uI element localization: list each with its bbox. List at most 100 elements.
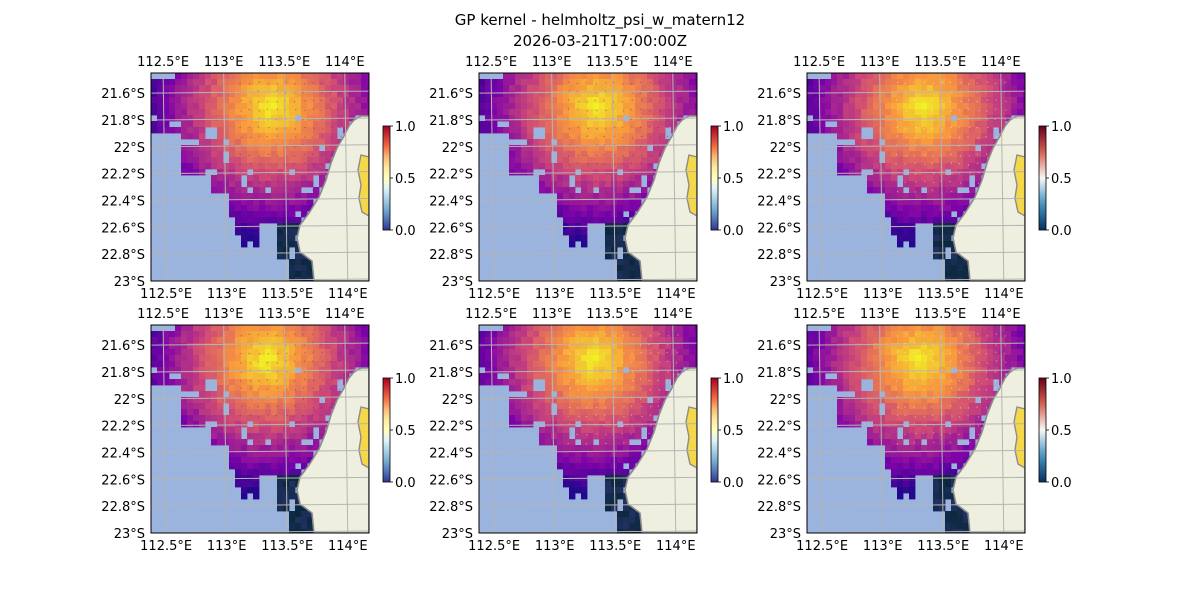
colorbar-tick-label: 0.5 — [723, 172, 744, 187]
figure-timestamp: 2026-03-21T17:00:00Z — [513, 32, 687, 50]
lon-tick-label-bottom: 113°E — [207, 539, 247, 554]
eastern-coast-strip — [357, 154, 369, 217]
colorbar-gradient — [710, 125, 719, 231]
map-panel-3: 112.5°E 112.5°E 113°E 113°E 113.5°E 113.5°E 11… — [757, 55, 1026, 302]
lat-tick-label: 21.6°S — [757, 339, 801, 354]
lat-tick-label: 22.6°S — [429, 473, 473, 488]
map-frame — [806, 72, 1026, 282]
lon-tick-label-bottom: 113.5°E — [261, 287, 313, 302]
lon-tick-label-bottom: 112.5°E — [796, 539, 848, 554]
lat-tick-label: 22°S — [442, 141, 473, 156]
lat-tick-label: 21.8°S — [429, 114, 473, 129]
lon-tick-label-bottom: 113.5°E — [589, 287, 641, 302]
colorbar-gradient — [1038, 377, 1047, 483]
lat-tick-label: 22°S — [114, 141, 145, 156]
lat-tick-label: 22.8°S — [101, 248, 145, 263]
colorbar-tick-label: 0.5 — [723, 424, 744, 439]
colorbar-4: 0.0 0.5 1.0 — [382, 372, 416, 491]
lon-tick-label-top: 114°E — [981, 307, 1021, 322]
lat-tick-label: 22.6°S — [757, 221, 801, 236]
lon-tick-label-top: 114°E — [981, 55, 1021, 70]
lon-tick-label-top: 113.5°E — [258, 55, 310, 70]
lon-tick-label-top: 114°E — [653, 307, 693, 322]
lat-tick-label: 22.6°S — [757, 473, 801, 488]
colorbar-gradient — [382, 125, 391, 231]
colorbar-gradient — [382, 377, 391, 483]
lon-tick-label-bottom: 114°E — [656, 539, 696, 554]
lon-tick-label-bottom: 114°E — [984, 287, 1024, 302]
colorbar-6: 0.0 0.5 1.0 — [1038, 372, 1072, 491]
map-panel-2: 112.5°E 112.5°E 113°E 113°E 113.5°E 113.5°E 11… — [429, 55, 698, 302]
lat-tick-label: 22.2°S — [429, 420, 473, 435]
lon-tick-label-bottom: 112.5°E — [796, 287, 848, 302]
lon-tick-label-bottom: 114°E — [984, 539, 1024, 554]
lon-tick-label-bottom: 113°E — [535, 539, 575, 554]
map-frame — [478, 324, 698, 534]
eastern-coast-strip — [1013, 406, 1025, 469]
lat-tick-label: 23°S — [114, 527, 145, 542]
map-frame — [478, 72, 698, 282]
lat-tick-label: 21.6°S — [101, 339, 145, 354]
lon-tick-label-top: 113.5°E — [258, 307, 310, 322]
lon-tick-label-top: 112.5°E — [793, 307, 845, 322]
gridlines — [807, 73, 1025, 281]
colorbar-5: 0.0 0.5 1.0 — [710, 372, 744, 491]
lon-tick-label-top: 114°E — [325, 55, 365, 70]
lon-tick-label-bottom: 113°E — [535, 287, 575, 302]
lat-tick-label: 23°S — [770, 275, 801, 290]
eastern-coast-strip — [685, 154, 697, 217]
colorbar-tick-label: 1.0 — [395, 120, 416, 135]
colorbar-tick-label: 0.0 — [395, 224, 416, 239]
lon-tick-label-bottom: 113°E — [207, 287, 247, 302]
eastern-coast-strip — [357, 406, 369, 469]
lat-tick-label: 22.6°S — [429, 221, 473, 236]
figure-title: GP kernel - helmholtz_psi_w_matern12 — [454, 11, 746, 29]
lat-tick-label: 22.2°S — [429, 168, 473, 183]
colorbar-2: 0.0 0.5 1.0 — [710, 120, 744, 239]
field-cells — [807, 325, 1025, 533]
gridlines — [479, 73, 697, 281]
lon-tick-label-top: 113°E — [532, 55, 572, 70]
lat-tick-label: 22.8°S — [429, 248, 473, 263]
lat-tick-label: 22°S — [114, 393, 145, 408]
lon-tick-label-bottom: 112.5°E — [140, 287, 192, 302]
lon-tick-label-bottom: 112.5°E — [468, 287, 520, 302]
colorbar-gradient — [710, 377, 719, 483]
lat-tick-label: 22°S — [770, 141, 801, 156]
lat-tick-label: 21.8°S — [101, 114, 145, 129]
eastern-coast-strip — [1013, 154, 1025, 217]
colorbar-tick-label: 1.0 — [1051, 120, 1072, 135]
colorbar-tick-label: 1.0 — [723, 372, 744, 387]
colorbar-tick-label: 0.5 — [1051, 172, 1072, 187]
lat-tick-label: 22°S — [770, 393, 801, 408]
lon-tick-label-bottom: 113.5°E — [261, 539, 313, 554]
map-panel-5: 112.5°E 112.5°E 113°E 113°E 113.5°E 113.5°E 11… — [429, 307, 698, 554]
colorbar-3: 0.0 0.5 1.0 — [1038, 120, 1072, 239]
lat-tick-label: 22.4°S — [429, 194, 473, 209]
lat-tick-label: 21.6°S — [101, 87, 145, 102]
lon-tick-label-bottom: 112.5°E — [468, 539, 520, 554]
gridlines — [807, 325, 1025, 533]
lon-tick-label-top: 113.5°E — [586, 307, 638, 322]
lon-tick-label-bottom: 113.5°E — [589, 539, 641, 554]
lon-tick-label-top: 113°E — [204, 55, 244, 70]
map-panel-1: 112.5°E 112.5°E 113°E 113°E 113.5°E 113.5°E 11… — [101, 55, 370, 302]
colorbar-tick-label: 0.0 — [723, 224, 744, 239]
lat-tick-label: 22.6°S — [101, 473, 145, 488]
field-cells — [807, 73, 1025, 281]
lat-tick-label: 22.4°S — [757, 446, 801, 461]
lat-tick-label: 21.8°S — [101, 366, 145, 381]
colorbar-tick-label: 0.0 — [395, 476, 416, 491]
lon-tick-label-top: 113.5°E — [914, 55, 966, 70]
lon-tick-label-bottom: 114°E — [656, 287, 696, 302]
lat-tick-label: 21.8°S — [757, 114, 801, 129]
lat-tick-label: 22.8°S — [757, 500, 801, 515]
field-cells — [479, 73, 697, 281]
lon-tick-label-bottom: 112.5°E — [140, 539, 192, 554]
map-frame — [806, 324, 1026, 534]
lon-tick-label-top: 113°E — [532, 307, 572, 322]
lat-tick-label: 22.2°S — [757, 420, 801, 435]
lon-tick-label-top: 113.5°E — [914, 307, 966, 322]
lat-tick-label: 23°S — [114, 275, 145, 290]
lon-tick-label-top: 112.5°E — [465, 307, 517, 322]
